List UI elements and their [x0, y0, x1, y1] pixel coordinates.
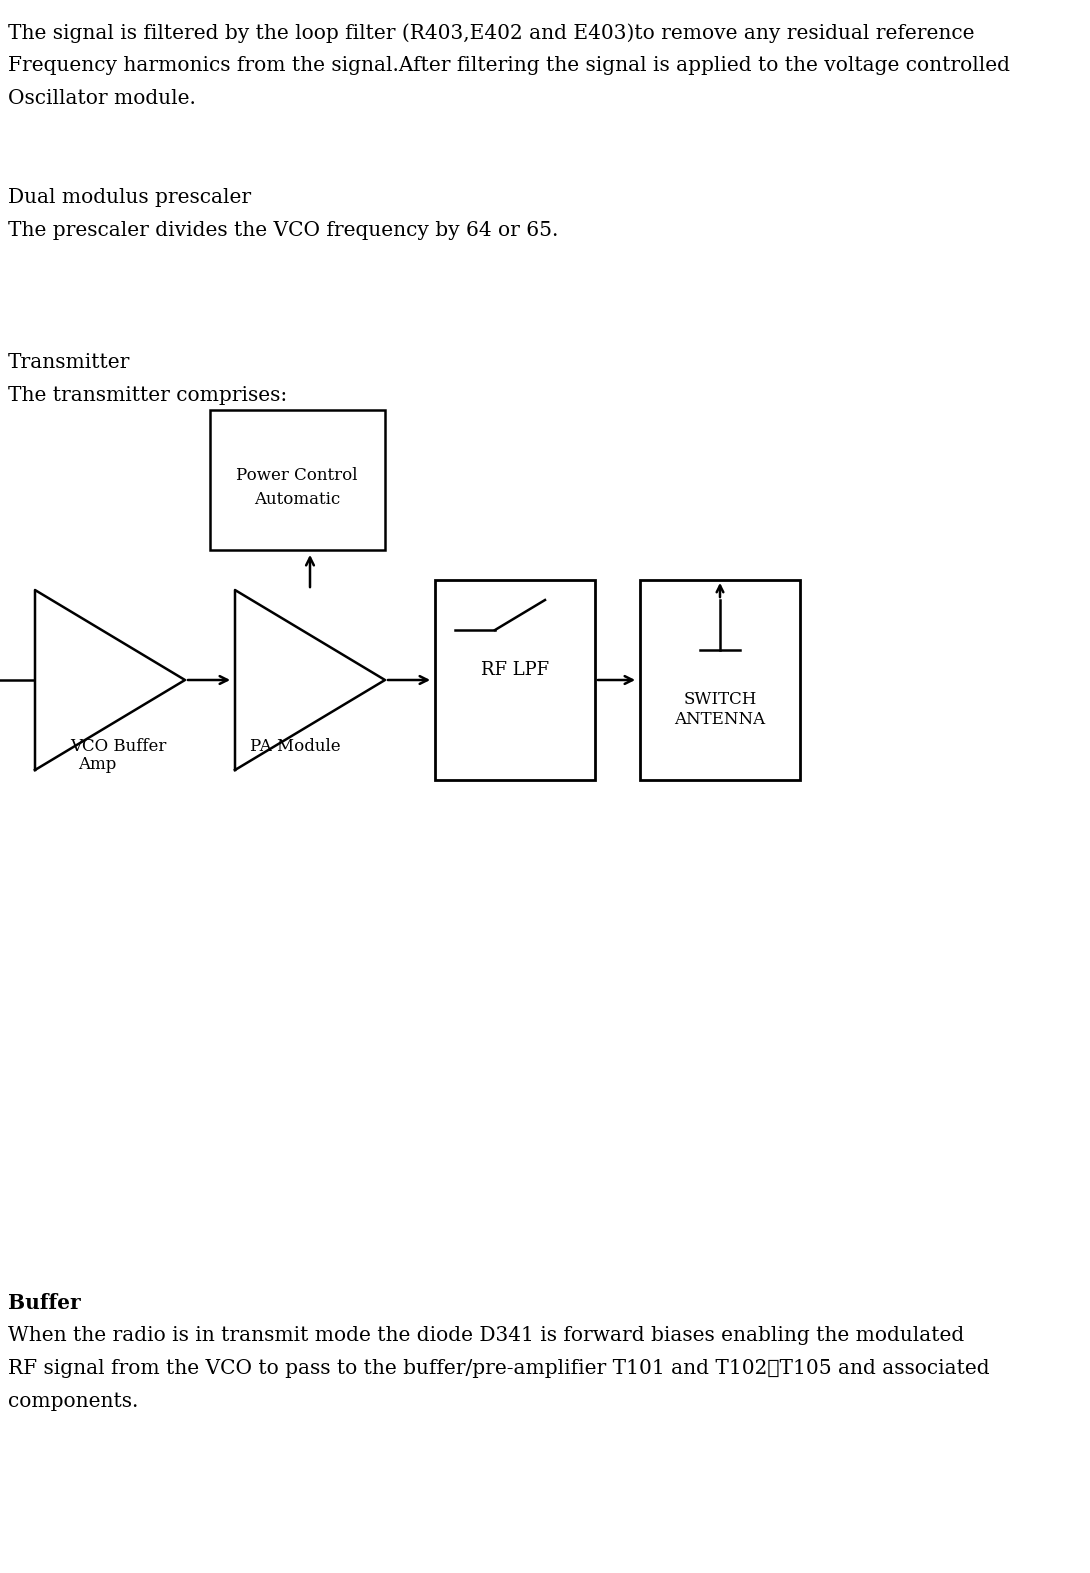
Text: Oscillator module.: Oscillator module. — [8, 90, 196, 109]
Text: The transmitter comprises:: The transmitter comprises: — [8, 385, 288, 404]
Text: RF LPF: RF LPF — [481, 661, 549, 680]
Text: The prescaler divides the VCO frequency by 64 or 65.: The prescaler divides the VCO frequency … — [8, 220, 558, 241]
Text: Dual modulus prescaler: Dual modulus prescaler — [8, 189, 251, 208]
Text: Amp: Amp — [78, 757, 117, 772]
Text: The signal is filtered by the loop filter (R403,E402 and E403)to remove any resi: The signal is filtered by the loop filte… — [8, 24, 974, 42]
Bar — [640, 580, 800, 780]
Text: Transmitter: Transmitter — [8, 352, 131, 371]
Text: ANTENNA: ANTENNA — [675, 711, 765, 728]
Bar — [210, 411, 385, 551]
Text: Buffer: Buffer — [8, 1293, 81, 1313]
Text: SWITCH: SWITCH — [683, 692, 756, 708]
Text: PA Module: PA Module — [250, 738, 340, 755]
Text: VCO Buffer: VCO Buffer — [70, 738, 167, 755]
Text: Automatic: Automatic — [254, 491, 340, 508]
Text: components.: components. — [8, 1392, 138, 1411]
Text: RF signal from the VCO to pass to the buffer/pre-amplifier T101 and T102！T105 an: RF signal from the VCO to pass to the bu… — [8, 1359, 990, 1378]
Text: Frequency harmonics from the signal.After filtering the signal is applied to the: Frequency harmonics from the signal.Afte… — [8, 57, 1010, 76]
Bar — [435, 580, 595, 780]
Text: Power Control: Power Control — [237, 467, 358, 483]
Text: When the radio is in transmit mode the diode D341 is forward biases enabling the: When the radio is in transmit mode the d… — [8, 1326, 965, 1345]
